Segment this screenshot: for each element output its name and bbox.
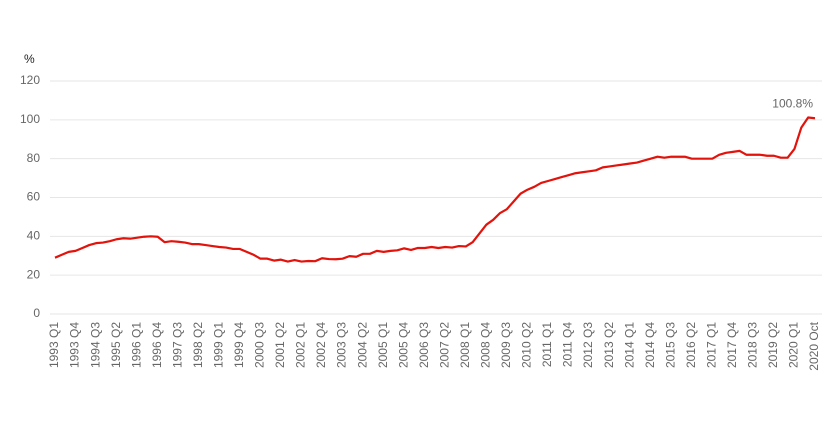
x-tick-label: 2008 Q1	[458, 322, 472, 368]
x-tick-label: 1997 Q3	[170, 322, 184, 368]
x-tick-label: 2005 Q4	[396, 322, 410, 368]
x-tick-label: 2020 Oct	[807, 321, 821, 370]
y-tick-label: 20	[27, 267, 41, 281]
x-tick-label: 2010 Q2	[520, 322, 534, 368]
x-tick-label: 2000 Q3	[253, 322, 267, 368]
data-line	[54, 116, 816, 263]
x-tick-label: 2019 Q2	[766, 322, 780, 368]
x-tick-label: 2012 Q3	[581, 322, 595, 368]
x-tick-label: 2001 Q2	[273, 322, 287, 368]
y-tick-label: 0	[33, 306, 40, 320]
value-label: 100.8%	[772, 96, 813, 110]
x-tick-label: 2015 Q3	[663, 322, 677, 368]
x-tick-label: 1994 Q3	[88, 322, 102, 368]
x-tick-label: 2018 Q3	[746, 322, 760, 368]
y-axis-label: %	[24, 52, 35, 66]
x-tick-label: 2014 Q4	[643, 322, 657, 368]
x-tick-label: 2020 Q1	[787, 322, 801, 368]
y-tick-label: 100	[20, 112, 40, 126]
x-tick-label: 1999 Q4	[232, 322, 246, 368]
x-tick-label: 2007 Q2	[437, 322, 451, 368]
x-tick-label: 2017 Q1	[704, 322, 718, 368]
x-tick-label: 1993 Q1	[47, 322, 61, 368]
x-tick-label: 2009 Q3	[499, 322, 513, 368]
x-tick-label: 2014 Q1	[622, 322, 636, 368]
x-tick-label: 2005 Q1	[376, 322, 390, 368]
x-tick-label: 2002 Q1	[294, 322, 308, 368]
y-tick-label: 40	[27, 229, 41, 243]
x-tick-label: 2006 Q3	[417, 322, 431, 368]
x-tick-label: 2013 Q2	[602, 322, 616, 368]
x-tick-label: 2003 Q3	[335, 322, 349, 368]
x-tick-label: 2008 Q4	[479, 322, 493, 368]
x-tick-label: 1996 Q4	[150, 322, 164, 368]
x-tick-label: 2017 Q4	[725, 322, 739, 368]
y-tick-label: 80	[27, 151, 41, 165]
y-tick-label: 60	[27, 190, 41, 204]
x-tick-label: 2002 Q4	[314, 322, 328, 368]
x-tick-label: 1999 Q1	[211, 322, 225, 368]
y-tick-label: 120	[20, 73, 40, 87]
x-tick-label: 1995 Q2	[109, 322, 123, 368]
x-tick-label: 2011 Q4	[561, 322, 575, 367]
x-tick-label: 1996 Q1	[129, 322, 143, 368]
x-tick-label: 2016 Q2	[684, 322, 698, 368]
x-tick-label: 2011 Q1	[540, 322, 554, 367]
x-tick-label: 1998 Q2	[191, 322, 205, 368]
x-tick-label: 1993 Q4	[68, 322, 82, 368]
x-tick-label: 2004 Q2	[355, 322, 369, 368]
